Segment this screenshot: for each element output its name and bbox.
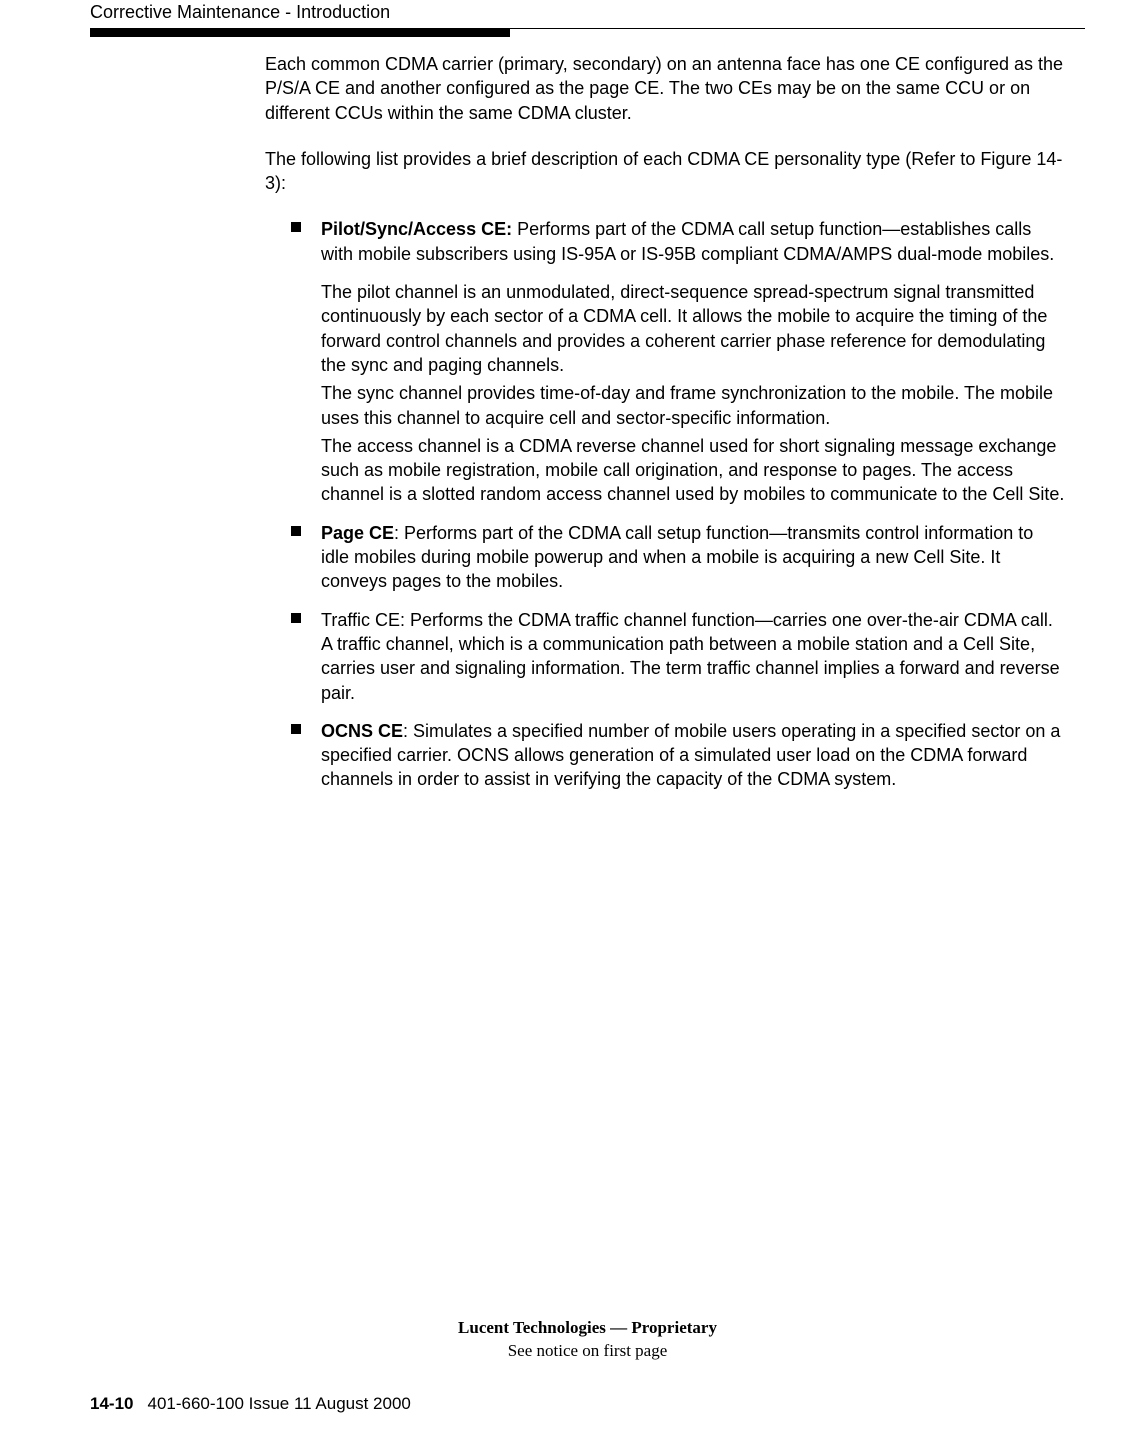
item-text: : Simulates a specified number of mobile… [321,721,1060,790]
item-text: : Performs part of the CDMA call setup f… [321,523,1033,592]
doc-info: 401-660-100 Issue 11 August 2000 [147,1394,410,1413]
list-item: Pilot/Sync/Access CE: Performs part of t… [291,217,1065,506]
page-number: 14-10 [90,1394,133,1413]
paragraph: Each common CDMA carrier (primary, secon… [265,52,1065,125]
footer-center: Lucent Technologies — Proprietary See no… [90,1317,1085,1363]
square-bullet-icon [291,526,301,536]
footer-bottom: 14-10 401-660-100 Issue 11 August 2000 [90,1393,1085,1416]
footer-proprietary: Lucent Technologies — Proprietary [90,1317,1085,1340]
list-item: Traffic CE: Performs the CDMA traffic ch… [291,608,1065,705]
sub-paragraph: The pilot channel is an unmodulated, dir… [321,280,1065,377]
page-footer: Lucent Technologies — Proprietary See no… [90,1317,1085,1416]
sub-paragraph: The access channel is a CDMA reverse cha… [321,434,1065,507]
list-item: Page CE: Performs part of the CDMA call … [291,521,1065,594]
list-item: OCNS CE: Simulates a specified number of… [291,719,1065,792]
header-rule-bold [90,29,510,37]
item-label: Pilot/Sync/Access CE: [321,219,512,239]
section-title: Corrective Maintenance - Introduction [90,0,1085,24]
item-label: Page CE [321,523,394,543]
item-label: OCNS CE [321,721,403,741]
footer-notice: See notice on first page [90,1340,1085,1363]
page-content: Each common CDMA carrier (primary, secon… [265,52,1065,806]
bullet-list: Pilot/Sync/Access CE: Performs part of t… [265,217,1065,791]
sub-paragraph: The sync channel provides time-of-day an… [321,381,1065,430]
square-bullet-icon [291,724,301,734]
paragraph: The following list provides a brief desc… [265,147,1065,196]
item-text: Traffic CE: Performs the CDMA traffic ch… [321,610,1060,703]
square-bullet-icon [291,222,301,232]
square-bullet-icon [291,613,301,623]
page-header: Corrective Maintenance - Introduction [90,0,1085,37]
